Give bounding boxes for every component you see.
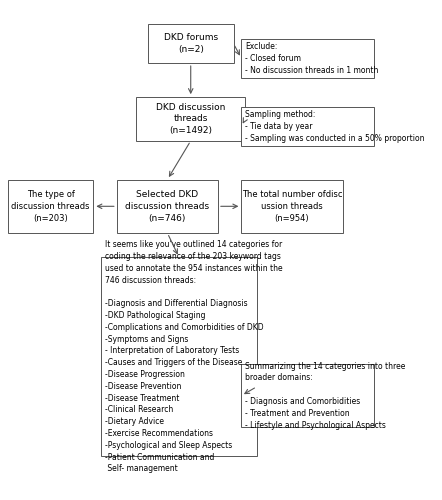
Text: It seems like you've outlined 14 categories for
coding the relevance of the 203 : It seems like you've outlined 14 categor… <box>105 240 283 474</box>
FancyBboxPatch shape <box>148 24 233 63</box>
FancyBboxPatch shape <box>241 364 373 427</box>
FancyBboxPatch shape <box>101 258 257 456</box>
FancyBboxPatch shape <box>241 39 373 78</box>
Text: DKD discussion
threads
(n=1492): DKD discussion threads (n=1492) <box>156 102 225 135</box>
Text: Exclude:
- Closed forum
- No discussion threads in 1 month: Exclude: - Closed forum - No discussion … <box>245 42 379 74</box>
Text: The total number ofdisc
ussion threads
(n=954): The total number ofdisc ussion threads (… <box>242 190 342 222</box>
Text: Selected DKD
discussion threads
(n=746): Selected DKD discussion threads (n=746) <box>126 190 210 222</box>
FancyBboxPatch shape <box>241 107 373 146</box>
FancyBboxPatch shape <box>241 180 343 233</box>
Text: Sampling method:
- Tie data by year
- Sampling was conducted in a 50% proportion: Sampling method: - Tie data by year - Sa… <box>245 110 425 142</box>
FancyBboxPatch shape <box>136 97 245 141</box>
FancyBboxPatch shape <box>117 180 218 233</box>
Text: DKD forums
(n=2): DKD forums (n=2) <box>164 34 218 54</box>
Text: Summarizing the 14 categories into three
broader domains:

- Diagnosis and Comor: Summarizing the 14 categories into three… <box>245 362 406 430</box>
Text: The type of
discussion threads
(n=203): The type of discussion threads (n=203) <box>11 190 90 222</box>
FancyBboxPatch shape <box>8 180 93 233</box>
